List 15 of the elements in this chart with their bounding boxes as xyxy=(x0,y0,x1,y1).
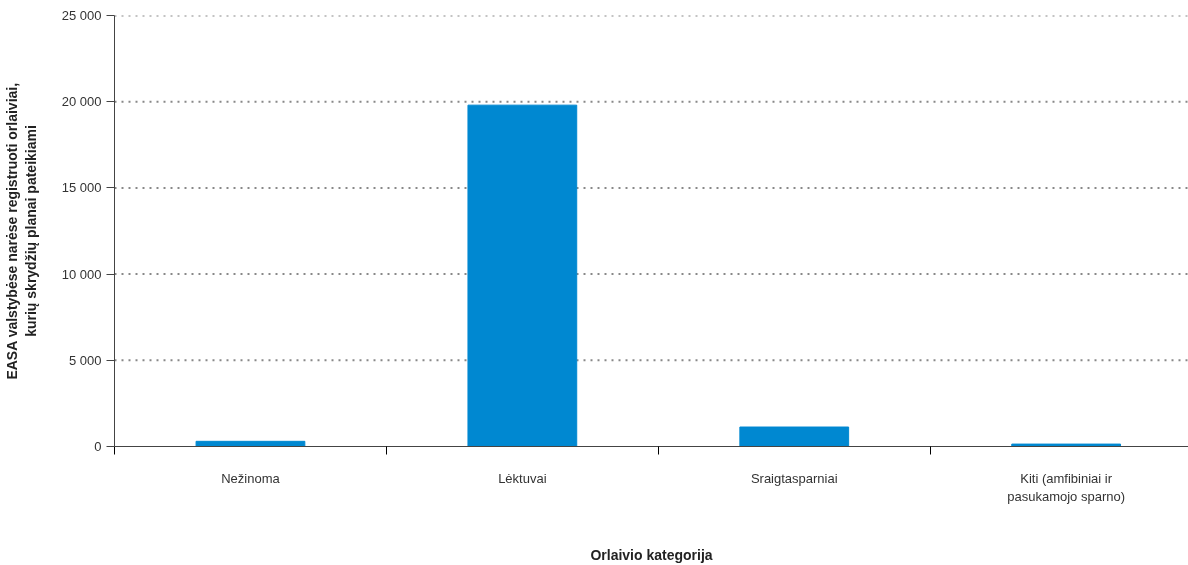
y-tick-label: 10 000 xyxy=(61,266,102,282)
x-axis-title: Orlaivio kategorija xyxy=(590,546,713,563)
y-tick-label: 25 000 xyxy=(61,8,102,23)
y-tick-label: 20 000 xyxy=(61,94,102,110)
y-tick-label: 15 000 xyxy=(61,180,102,196)
y-axis-title: EASA valstybėse narėse registruoti orlaiviai, kurių skrydžių planai pateikiami xyxy=(3,82,39,380)
x-tick-label: Lėktuvai xyxy=(498,470,547,486)
x-tick-label: Nežinoma xyxy=(221,470,281,486)
y-tick-label: 0 xyxy=(94,439,102,454)
x-tick-label: Sraigtasparniai xyxy=(750,470,838,486)
bar xyxy=(739,426,850,447)
y-tick-label: 5 000 xyxy=(68,352,102,368)
x-tick-label: Kiti (amfibiniai ir pasukamojo sparno) xyxy=(1007,470,1126,504)
bar xyxy=(467,104,578,447)
bar xyxy=(1011,443,1122,447)
